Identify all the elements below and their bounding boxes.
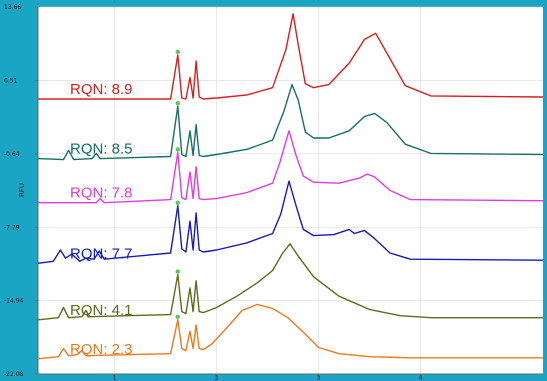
series-line-5 [37,243,543,321]
series-group [37,13,544,360]
series-line-1 [38,13,544,100]
y-tick-label: -7.79 [4,224,20,231]
marker-group [175,49,180,319]
peak-marker-4 [175,200,180,206]
y-axis-title: RFU [18,183,26,197]
peak-marker-6 [175,314,180,319]
series-labels: RQN: 8.9 RQN: 8.5 RQN: 7.8 RQN: 7.7 RQN: 4.1… [70,81,133,358]
peak-marker-5 [175,269,180,274]
x-tick-label: 2 [215,375,219,381]
series-line-2 [37,83,544,161]
y-tick-label: -22.08 [4,371,24,378]
peak-marker-3 [175,147,180,152]
series-label-5: RQN: 4.1 [70,302,133,319]
x-tick-label: 1 [113,375,117,381]
series-label-1: RQN: 8.9 [70,81,133,98]
series-label-2: RQN: 8.5 [70,141,133,158]
y-tick-label: -14.94 [4,298,24,305]
series-label-4: RQN: 7.7 [70,245,133,262]
series-line-6 [37,303,543,360]
series-label-3: RQN: 7.8 [70,185,133,202]
x-tick-label: 3 [317,375,321,381]
series-line-4 [37,180,544,264]
peak-marker-2 [175,100,180,106]
series-line-3 [38,130,544,204]
tick-labels: 13.66 6.51 -0.64 -7.79 -14.94 -22.08 1 2 3 4 [4,4,423,381]
series-label-6: RQN: 2.3 [70,341,133,358]
axes [35,6,543,377]
x-tick-label: 4 [419,375,423,381]
y-tick-label: -0.64 [4,151,20,158]
y-tick-label: 13.66 [4,4,21,11]
peak-marker-1 [175,49,180,55]
plot-area [38,7,543,374]
y-tick-label: 6.51 [4,77,18,84]
